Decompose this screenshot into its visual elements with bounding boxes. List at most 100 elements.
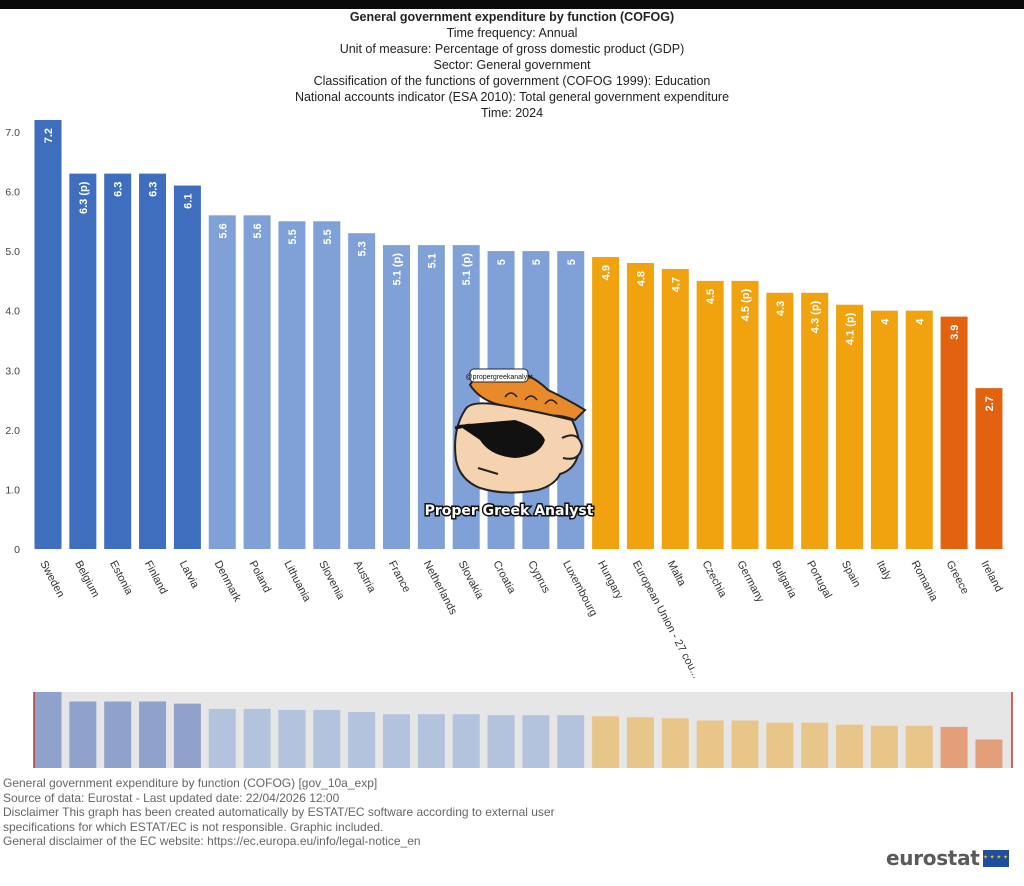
navigator-bar [940, 726, 968, 768]
x-tick-label: European Union - 27 cou... [630, 559, 702, 681]
bar-value-label: 3.9 [949, 325, 961, 340]
navigator-bar [905, 725, 933, 768]
bar-austria[interactable] [348, 233, 376, 550]
eurostat-logo: eurostat ✦ ✦ ✦ ✦ [886, 846, 1009, 870]
bar-hungary[interactable] [592, 257, 620, 549]
header-line: National accounts indicator (ESA 2010): … [294, 90, 730, 104]
eu-flag-stars: ✦ ✦ ✦ ✦ [982, 854, 1009, 861]
bar-value-label: 5.1 (p) [392, 253, 404, 286]
x-tick-label: Czechia [700, 559, 730, 601]
bar-value-label: 5 [566, 259, 578, 265]
x-tick-label: Malta [665, 559, 689, 589]
navigator-bar [383, 714, 410, 768]
footer-line: General government expenditure by functi… [3, 776, 378, 790]
bar-value-label: 5 [531, 259, 543, 265]
navigator-bar [313, 709, 341, 768]
footer-line: Source of data: Eurostat - Last updated … [3, 790, 340, 805]
bar-value-label: 6.3 [148, 182, 160, 197]
bar-denmark[interactable] [208, 215, 236, 550]
navigator-bar [522, 715, 550, 768]
bar-slovakia[interactable] [452, 245, 480, 549]
bar-lithuania[interactable] [278, 221, 306, 549]
navigator-bar [243, 708, 271, 768]
x-tick-label: Ireland [978, 559, 1004, 594]
navigator-bar [626, 717, 654, 768]
x-tick-label: Romania [909, 559, 941, 604]
bar-ireland[interactable] [975, 388, 1003, 549]
bar-portugal[interactable] [801, 292, 829, 549]
bar-italy[interactable] [870, 310, 898, 549]
bar-slovenia[interactable] [313, 221, 341, 549]
bar-value-labels: 7.2 6.3 (p) 6.3 6.3 6.1 5.6 5.6 5.5 5.5 5.3 5.1 (p… [43, 128, 996, 411]
x-tick-label: Lithuania [281, 559, 313, 605]
bar-finland[interactable] [139, 173, 167, 549]
x-tick-label: Greece [943, 559, 971, 596]
bar-netherlands[interactable] [417, 245, 445, 549]
bar-value-label: 4.7 [670, 277, 682, 292]
bar-latvia[interactable] [173, 185, 201, 549]
top-bar [0, 0, 1024, 9]
navigator-bar [69, 701, 97, 768]
navigator-bar [278, 709, 306, 768]
x-tick-label: Germany [734, 559, 766, 605]
header-line: Classification of the functions of gover… [313, 74, 711, 88]
footer-line: Disclaimer This graph has been created a… [3, 805, 555, 820]
y-tick-label: 1.0 [5, 484, 20, 496]
mascot-face-icon [454, 368, 587, 494]
bar-value-label: 4.3 [775, 301, 787, 316]
x-tick-label: Cyprus [525, 559, 552, 596]
y-tick-label: 6.0 [5, 187, 20, 199]
bar-belgium[interactable] [69, 173, 97, 549]
bar-france[interactable] [383, 245, 410, 549]
navigator-bar [348, 712, 376, 768]
watermark: @propergreekanalyst Proper Greek Analyst [423, 368, 595, 521]
navigator-bar [661, 718, 689, 768]
bar-estonia[interactable] [104, 173, 132, 549]
bar-germany[interactable] [731, 280, 759, 549]
bars [34, 120, 1003, 550]
navigator-bar [801, 722, 829, 768]
x-tick-label: Bulgaria [769, 559, 799, 601]
bar-value-label: 4 [879, 318, 891, 325]
bar-value-label: 5 [496, 259, 508, 265]
bar-greece[interactable] [940, 316, 968, 549]
bar-value-label: 4.3 (p) [810, 300, 822, 333]
eu-flag-icon: ✦ ✦ ✦ ✦ [982, 849, 1009, 867]
bar-european-union-27-cou-[interactable] [626, 263, 654, 549]
bar-malta[interactable] [661, 268, 689, 549]
bar-bulgaria[interactable] [766, 292, 794, 549]
y-tick-label: 4.0 [5, 306, 20, 318]
bar-czechia[interactable] [696, 280, 724, 549]
range-navigator [33, 692, 1013, 768]
x-tick-label: Hungary [595, 559, 625, 602]
bar-value-label: 4.1 (p) [845, 312, 857, 345]
bar-value-label: 4.8 [635, 271, 647, 286]
navigator-bar [487, 715, 515, 768]
navigator-bar [766, 722, 794, 768]
bar-poland[interactable] [243, 215, 271, 550]
y-tick-label: 7.0 [5, 127, 20, 139]
x-tick-label: France [386, 559, 413, 595]
watermark-name: Proper Greek Analyst [425, 503, 594, 519]
bar-value-label: 5.3 [357, 241, 369, 256]
eurostat-wordmark: eurostat [886, 846, 980, 870]
bar-value-label: 2.7 [984, 396, 996, 411]
bar-romania[interactable] [905, 310, 933, 549]
x-tick-label: Slovenia [316, 559, 347, 603]
bar-value-label: 4 [914, 318, 926, 325]
bar-value-label: 5.1 [426, 253, 438, 268]
navigator-bar [696, 720, 724, 768]
footer-line: General disclaimer of the EC website: ht… [3, 834, 421, 849]
header-line: Time: 2024 [480, 106, 544, 120]
navigator-bar [104, 701, 132, 768]
header-line: Unit of measure: Percentage of gross dom… [339, 42, 685, 56]
bar-spain[interactable] [836, 304, 864, 549]
header-line: Time frequency: Annual [446, 26, 578, 40]
x-tick-label: Italy [874, 559, 894, 583]
bar-value-label: 5.6 [252, 223, 264, 238]
bar-sweden[interactable] [34, 120, 62, 549]
bar-value-label: 4.5 [705, 289, 717, 304]
y-tick-label: 3.0 [5, 365, 20, 377]
bar-value-label: 6.3 (p) [78, 181, 90, 214]
bar-value-label: 6.3 [113, 182, 125, 197]
